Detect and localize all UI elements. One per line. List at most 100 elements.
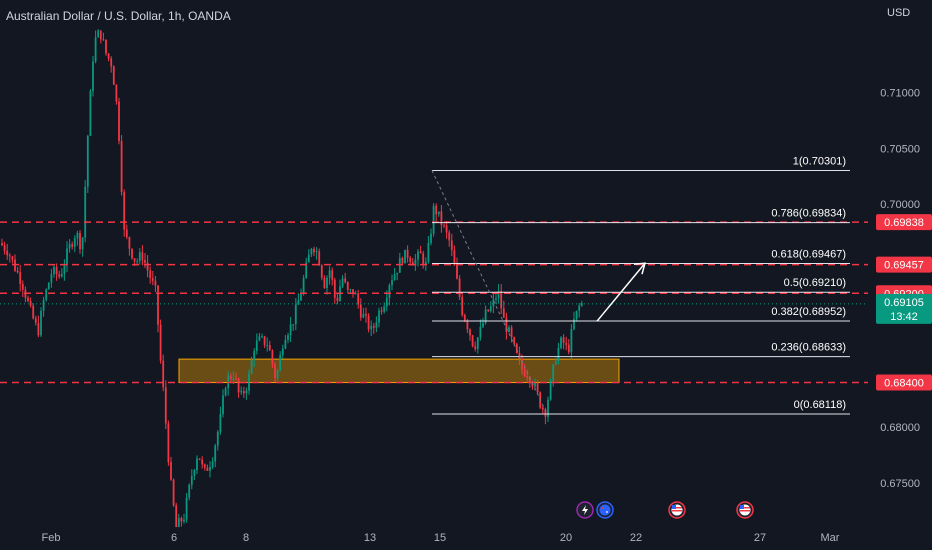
candle	[443, 225, 445, 227]
candle	[365, 313, 367, 316]
candle	[16, 270, 19, 273]
candle	[318, 251, 321, 266]
candle	[29, 300, 32, 306]
candle	[206, 467, 209, 471]
candle	[11, 256, 14, 260]
level-price-label: 0.68400	[884, 378, 924, 390]
candle	[47, 282, 50, 290]
candle	[570, 328, 573, 353]
candle	[55, 266, 58, 275]
candle	[141, 252, 144, 261]
candle	[60, 274, 63, 277]
candle	[492, 299, 495, 307]
lightning-glyph	[582, 505, 588, 515]
candle	[409, 257, 412, 262]
candle	[323, 277, 326, 289]
candle	[427, 242, 430, 262]
candle	[1, 243, 3, 246]
candle	[307, 254, 310, 263]
level-price-tag	[876, 214, 932, 231]
candle	[224, 388, 227, 396]
candle	[3, 245, 6, 251]
candle	[560, 337, 562, 348]
candle	[292, 324, 295, 326]
candle	[115, 84, 118, 102]
candle	[232, 378, 235, 380]
candle	[370, 325, 373, 330]
candle	[367, 315, 370, 330]
price-tick-label: 0.71000	[880, 88, 920, 100]
candle	[302, 277, 305, 294]
flag-stripe	[740, 510, 750, 512]
candle	[167, 423, 170, 463]
candle	[510, 327, 513, 338]
candle	[97, 30, 100, 38]
candle	[432, 205, 435, 234]
candle	[502, 308, 505, 318]
candle	[258, 336, 261, 341]
fib-trend-line	[431, 170, 548, 415]
candle	[320, 265, 323, 278]
candle	[86, 135, 89, 187]
fib-level-label: 0.786(0.69834)	[771, 208, 846, 220]
candle	[484, 309, 487, 323]
candle	[203, 464, 206, 468]
candle	[45, 289, 48, 300]
candle	[372, 325, 375, 328]
candle	[274, 364, 276, 379]
candle	[37, 322, 40, 336]
candle	[99, 30, 102, 40]
candle	[346, 282, 349, 290]
candle	[32, 305, 35, 319]
candle	[396, 272, 399, 275]
candle	[84, 186, 87, 238]
candle	[76, 232, 79, 239]
time-tick-label: 20	[560, 532, 572, 544]
candle	[471, 335, 474, 347]
candle	[180, 518, 183, 522]
candle	[19, 272, 22, 284]
candle	[287, 335, 289, 340]
candle	[297, 300, 300, 305]
symbol-title: Australian Dollar / U.S. Dollar, 1h, OAN…	[6, 9, 231, 23]
candle	[534, 382, 536, 387]
candle	[211, 461, 214, 467]
candle	[430, 233, 432, 243]
usa-flag-icon[interactable]	[736, 501, 754, 519]
candle	[235, 378, 237, 380]
time-tick-label: 8	[243, 532, 249, 544]
candle	[544, 409, 547, 417]
arrow-line[interactable]	[596, 262, 646, 322]
candle	[151, 278, 154, 281]
candle	[294, 304, 297, 325]
candle	[448, 232, 451, 241]
candle	[279, 354, 282, 371]
fib-level-label: 0.236(0.68633)	[771, 342, 846, 354]
candle	[300, 293, 302, 301]
candle	[391, 280, 393, 286]
lightning-icon[interactable]	[576, 501, 594, 519]
candle	[424, 261, 427, 265]
australia-flag-icon[interactable]	[596, 501, 614, 519]
candle	[240, 391, 243, 393]
candle	[133, 258, 136, 262]
arrow-head	[633, 262, 647, 275]
candle	[185, 497, 188, 520]
candle	[248, 373, 250, 391]
candle	[193, 470, 196, 477]
candle	[565, 343, 568, 345]
candle	[528, 377, 531, 384]
candle	[401, 257, 404, 264]
candle	[73, 238, 76, 247]
flag-field	[599, 504, 611, 516]
candle	[66, 248, 68, 266]
candle	[6, 250, 9, 256]
usa-flag-icon[interactable]	[668, 501, 686, 519]
time-tick-label: Mar	[821, 532, 840, 544]
fibonacci-retracement: 1(0.70301) 0.786(0.69834) 0.618(0.69467) 0.…	[431, 155, 850, 415]
flag-stripe	[672, 510, 682, 512]
candle	[120, 141, 123, 193]
candle	[27, 297, 29, 301]
